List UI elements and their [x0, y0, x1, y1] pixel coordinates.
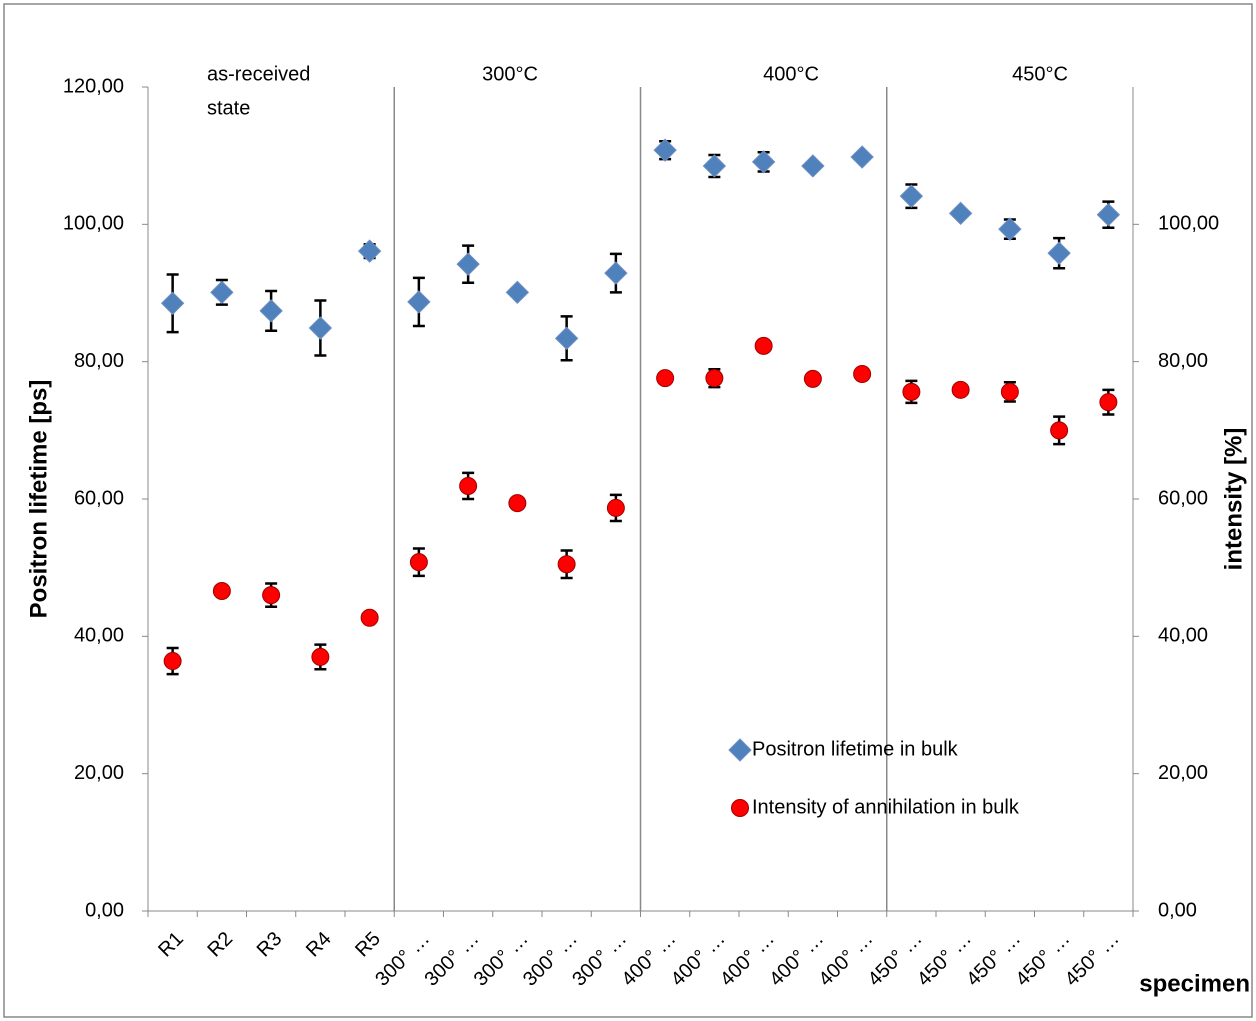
legend-marker: [728, 738, 752, 762]
y2-tick-label: 0,00: [1158, 899, 1197, 921]
diamond-point: [357, 239, 382, 263]
y-axis-label: Positron lifetime [ps]: [25, 380, 52, 619]
diamond-point: [259, 299, 283, 323]
legend-label: Intensity of annihilation in bulk: [752, 796, 1020, 818]
circle-point: [754, 336, 773, 355]
legend-marker: [731, 799, 749, 817]
diamond-point: [948, 201, 973, 226]
annotation: 300°C: [482, 63, 538, 85]
y2-tick-label: 60,00: [1158, 487, 1208, 509]
y-tick-label: 100,00: [63, 213, 124, 235]
annotation: state: [207, 97, 250, 119]
diamond-point: [653, 138, 677, 162]
circle-point: [853, 365, 872, 384]
circle-point: [163, 652, 182, 671]
circle-point: [606, 498, 625, 517]
annotation: 450°C: [1012, 63, 1068, 85]
y-tick-label: 40,00: [74, 625, 124, 647]
y2-tick-label: 40,00: [1158, 625, 1208, 647]
diamond-point: [505, 280, 530, 305]
diamond-point: [554, 326, 579, 351]
diamond-point: [160, 291, 185, 316]
diamond-point: [604, 261, 628, 285]
y-tick-label: 120,00: [63, 75, 124, 97]
diamond-point: [850, 145, 874, 169]
diamond-point: [456, 252, 480, 276]
diamond-point: [702, 154, 727, 178]
y-tick-label: 20,00: [74, 762, 124, 784]
x-axis-label: specimen: [1139, 970, 1250, 997]
diamond-point: [751, 150, 776, 174]
annotation: 400°C: [763, 63, 819, 85]
y-tick-label: 80,00: [74, 350, 124, 372]
diamond-point: [1096, 203, 1121, 227]
circle-point: [459, 476, 478, 495]
diamond-point: [308, 316, 333, 340]
circle-point: [1099, 393, 1118, 412]
y2-tick-label: 20,00: [1158, 762, 1208, 784]
circle-point: [1000, 382, 1019, 401]
y-tick-label: 0,00: [85, 899, 124, 921]
diamond-point: [899, 184, 924, 208]
circle-point: [311, 647, 330, 666]
y-tick-label: 60,00: [74, 487, 124, 509]
circle-point: [1050, 421, 1069, 440]
y2-axis-label: intensity [%]: [1220, 428, 1247, 571]
circle-point: [902, 382, 921, 401]
circle-point: [262, 586, 281, 605]
circle-point: [409, 553, 428, 572]
diamond-point: [998, 217, 1022, 241]
circle-point: [557, 555, 576, 574]
circle-point: [656, 369, 675, 388]
circle-point: [212, 582, 231, 601]
diamond-point: [801, 154, 825, 178]
annotation: as-received: [207, 63, 310, 85]
diamond-point: [1047, 241, 1071, 265]
circle-point: [508, 494, 527, 513]
y2-tick-label: 80,00: [1158, 350, 1208, 372]
circle-point: [705, 369, 724, 388]
diamond-point: [210, 280, 234, 305]
diamond-point: [407, 290, 431, 314]
circle-point: [360, 608, 379, 627]
y2-tick-label: 100,00: [1158, 213, 1219, 235]
chart-border: [3, 3, 1253, 1018]
legend-label: Positron lifetime in bulk: [752, 738, 959, 760]
circle-point: [803, 369, 822, 388]
circle-point: [951, 380, 970, 399]
